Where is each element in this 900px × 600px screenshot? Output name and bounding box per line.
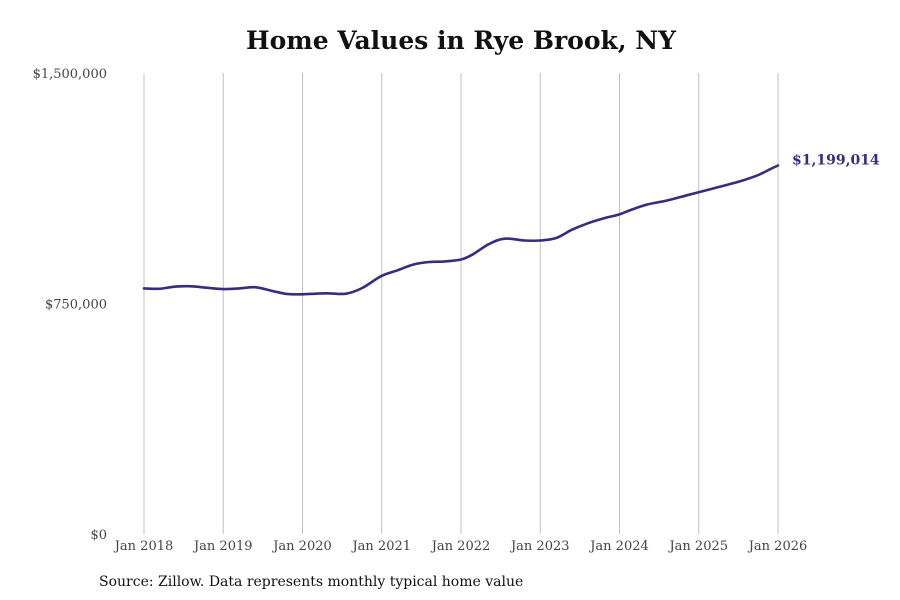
series-line-0 <box>142 164 780 296</box>
gridlines <box>143 73 779 534</box>
end-value-label: $1,199,014 <box>792 153 880 169</box>
chart-source-note: Source: Zillow. Data represents monthly … <box>99 574 524 590</box>
x-tick-label: Jan 2025 <box>667 539 728 554</box>
series-layer: $1,199,014 <box>142 153 880 296</box>
x-tick-label: Jan 2021 <box>350 539 411 554</box>
x-tick-label: Jan 2026 <box>747 539 808 554</box>
y-tick-label: $0 <box>90 528 107 543</box>
y-tick-label: $1,500,000 <box>33 67 107 82</box>
x-tick-label: Jan 2023 <box>509 539 570 554</box>
x-tick-label: Jan 2019 <box>192 539 253 554</box>
y-tick-label: $750,000 <box>45 298 107 313</box>
x-tick-label: Jan 2018 <box>113 539 174 554</box>
axis-labels: Jan 2018 Jan 2019 Jan 2020 Jan 2021 Jan 2022… <box>33 67 808 554</box>
x-tick-label: Jan 2024 <box>588 539 649 554</box>
x-tick-label: Jan 2020 <box>271 539 332 554</box>
x-tick-label: Jan 2022 <box>430 539 491 554</box>
chart-title: Home Values in Rye Brook, NY <box>246 26 676 55</box>
